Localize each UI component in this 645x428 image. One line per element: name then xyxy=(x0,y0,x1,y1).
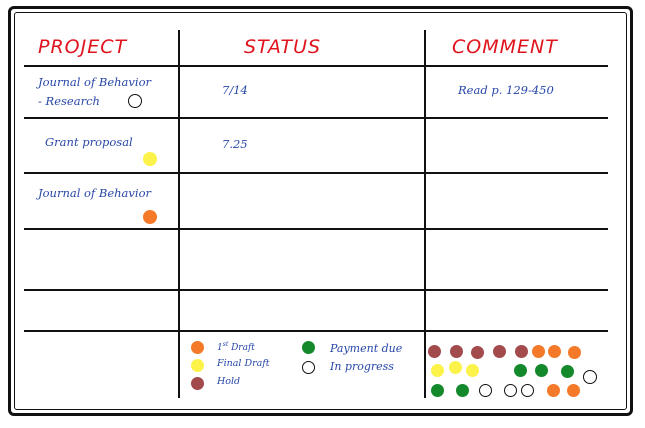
first-draft-magnet[interactable] xyxy=(547,384,560,397)
legend-payment-due-label: Payment due xyxy=(330,342,403,355)
payment-due-magnet[interactable] xyxy=(431,384,444,397)
first-draft-magnet[interactable] xyxy=(568,346,581,359)
header-divider xyxy=(24,65,608,67)
legend-in-progress-dot xyxy=(302,361,315,374)
payment-due-magnet[interactable] xyxy=(535,364,548,377)
final-draft-magnet[interactable] xyxy=(449,361,462,374)
final-draft-magnet[interactable] xyxy=(466,364,479,377)
row-divider xyxy=(24,289,608,291)
status-entry: 7.25 xyxy=(222,137,248,151)
project-entry-continued: - Research xyxy=(38,94,100,108)
status-entry: 7/14 xyxy=(222,83,248,97)
final-draft-magnet[interactable] xyxy=(143,152,157,166)
payment-due-magnet[interactable] xyxy=(514,364,527,377)
in-progress-magnet[interactable] xyxy=(504,384,517,397)
in-progress-magnet[interactable] xyxy=(128,94,142,108)
hold-magnet[interactable] xyxy=(450,345,463,358)
column-divider xyxy=(424,30,426,398)
legend-final-draft-dot xyxy=(191,359,204,372)
legend-first-draft-label: 1st Draft xyxy=(217,341,255,353)
hold-magnet[interactable] xyxy=(428,345,441,358)
final-draft-magnet[interactable] xyxy=(431,364,444,377)
legend-first-draft-dot xyxy=(191,341,204,354)
first-draft-magnet[interactable] xyxy=(532,345,545,358)
status-header: STATUS xyxy=(244,36,322,58)
in-progress-magnet[interactable] xyxy=(479,384,492,397)
project-header: PROJECT xyxy=(38,36,128,58)
legend-hold-dot xyxy=(191,377,204,390)
first-draft-magnet[interactable] xyxy=(567,384,580,397)
legend-in-progress-label: In progress xyxy=(330,360,394,373)
row-divider xyxy=(24,228,608,230)
hold-magnet[interactable] xyxy=(493,345,506,358)
legend-payment-due-dot xyxy=(302,341,315,354)
legend-first-draft-word: Draft xyxy=(228,343,255,353)
payment-due-magnet[interactable] xyxy=(456,384,469,397)
legend-final-draft-label: Final Draft xyxy=(217,358,270,369)
payment-due-magnet[interactable] xyxy=(561,365,574,378)
board-frame-inner xyxy=(14,12,627,410)
comment-header: COMMENT xyxy=(452,36,558,58)
in-progress-magnet[interactable] xyxy=(521,384,534,397)
hold-magnet[interactable] xyxy=(471,346,484,359)
legend-first-draft-ordinal: st xyxy=(222,341,229,348)
hold-magnet[interactable] xyxy=(515,345,528,358)
in-progress-magnet[interactable] xyxy=(583,370,597,384)
first-draft-magnet[interactable] xyxy=(548,345,561,358)
legend-first-draft-number: 1 xyxy=(217,343,223,353)
column-divider xyxy=(178,30,180,398)
legend-hold-label: Hold xyxy=(217,376,241,387)
row-divider xyxy=(24,172,608,174)
row-divider xyxy=(24,117,608,119)
project-entry: Journal of Behavior xyxy=(38,186,151,200)
project-entry: Grant proposal xyxy=(45,135,133,149)
comment-entry: Read p. 129-450 xyxy=(458,83,554,97)
project-entry: Journal of Behavior xyxy=(38,75,151,89)
first-draft-magnet[interactable] xyxy=(143,210,157,224)
row-divider xyxy=(24,330,608,332)
